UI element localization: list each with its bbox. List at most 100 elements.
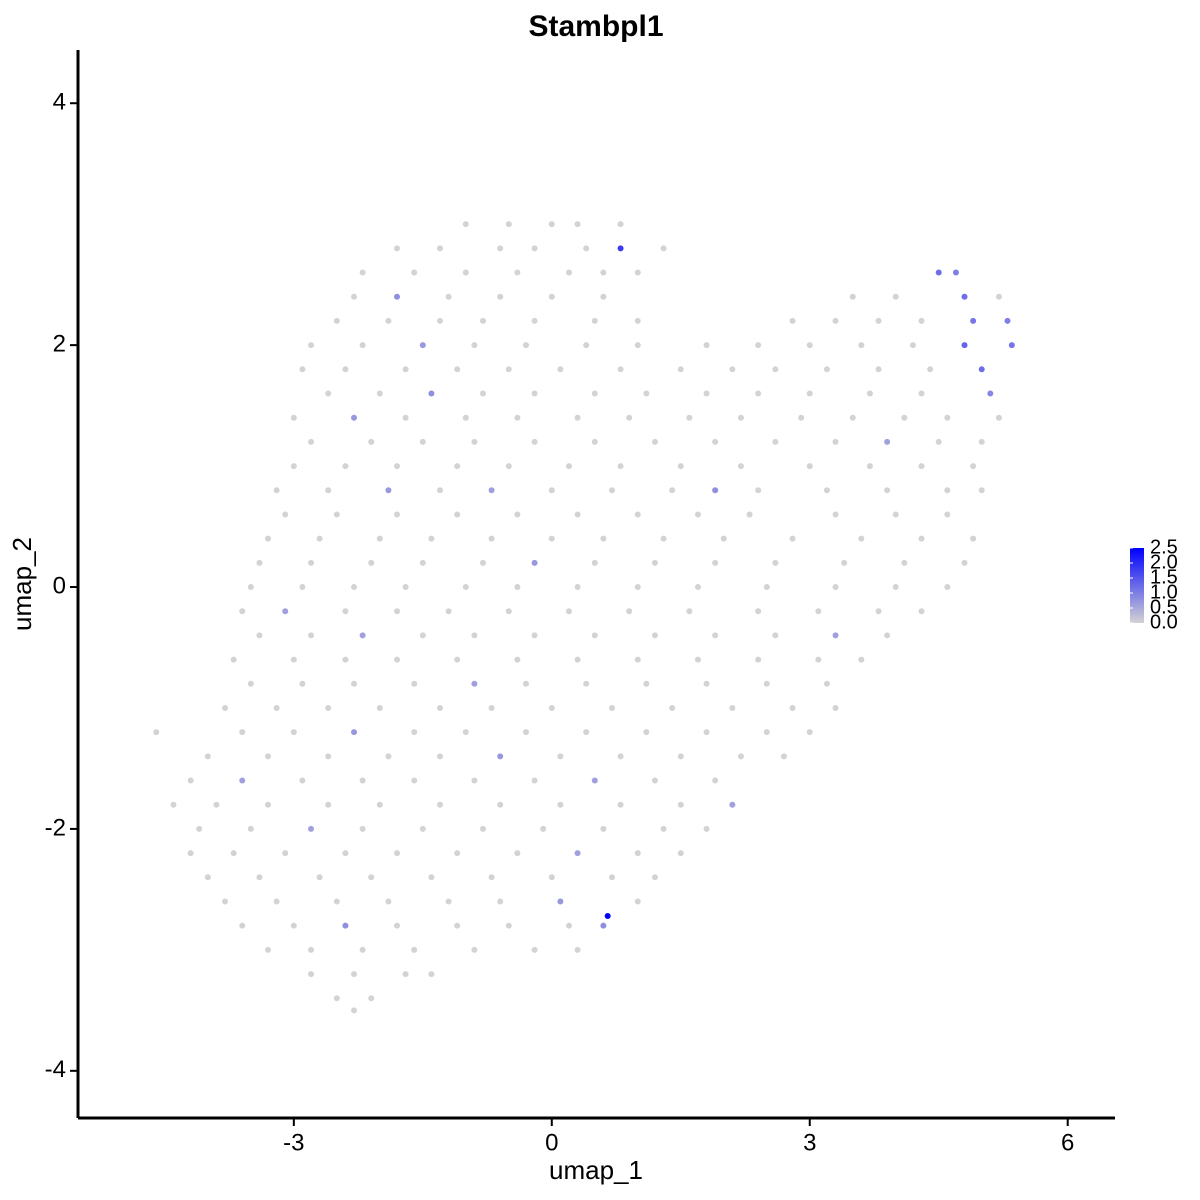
point (419, 632, 426, 639)
point (591, 390, 598, 397)
point (686, 414, 693, 421)
point (608, 487, 615, 494)
point (574, 584, 581, 591)
point (901, 414, 908, 421)
point (385, 753, 392, 760)
y-axis-label: umap_2 (7, 537, 37, 631)
point (531, 946, 538, 953)
point (935, 269, 942, 276)
point (325, 487, 332, 494)
point (273, 704, 280, 711)
point (265, 946, 272, 953)
point (462, 729, 469, 736)
point (772, 366, 779, 373)
point (230, 656, 237, 663)
point (918, 317, 925, 324)
point (299, 680, 306, 687)
point (892, 293, 899, 300)
point (755, 342, 762, 349)
point (376, 801, 383, 808)
point (308, 559, 315, 566)
point (385, 898, 392, 905)
point (832, 511, 839, 518)
point (239, 608, 246, 615)
x-axis-label: umap_1 (549, 1155, 643, 1185)
point (204, 874, 211, 881)
point (548, 704, 555, 711)
point (540, 825, 547, 832)
point (505, 366, 512, 373)
colorbar-tick-label: 1.0 (1150, 581, 1178, 603)
point (884, 438, 891, 445)
point (875, 317, 882, 324)
point (918, 535, 925, 542)
point (892, 511, 899, 518)
point (660, 825, 667, 832)
point (290, 922, 297, 929)
point (703, 825, 710, 832)
point (196, 825, 203, 832)
point (634, 269, 641, 276)
point (918, 608, 925, 615)
x-tick-label: -3 (283, 1129, 304, 1156)
point (703, 342, 710, 349)
point (265, 801, 272, 808)
point (316, 535, 323, 542)
point (789, 317, 796, 324)
point (497, 753, 504, 760)
point (806, 463, 813, 470)
point (230, 850, 237, 857)
point (634, 584, 641, 591)
point (600, 825, 607, 832)
point (531, 632, 538, 639)
point (522, 680, 529, 687)
point (557, 753, 564, 760)
point (617, 221, 624, 228)
point (282, 608, 289, 615)
point (419, 342, 426, 349)
point (419, 825, 426, 832)
point (600, 269, 607, 276)
point (351, 680, 358, 687)
point (841, 559, 848, 566)
point (832, 438, 839, 445)
point (342, 850, 349, 857)
point (755, 656, 762, 663)
point (325, 704, 332, 711)
point (651, 874, 658, 881)
point (548, 221, 555, 228)
point (884, 487, 891, 494)
point (823, 487, 830, 494)
point (514, 584, 521, 591)
point (419, 559, 426, 566)
point (583, 245, 590, 252)
point (901, 559, 908, 566)
point (712, 438, 719, 445)
point (359, 825, 366, 832)
point (256, 559, 263, 566)
point (600, 535, 607, 542)
point (256, 632, 263, 639)
point (591, 777, 598, 784)
point (394, 463, 401, 470)
point (617, 366, 624, 373)
point (531, 438, 538, 445)
point (342, 656, 349, 663)
point (832, 584, 839, 591)
point (256, 874, 263, 881)
point (428, 535, 435, 542)
point (308, 946, 315, 953)
point (789, 535, 796, 542)
point (832, 632, 839, 639)
point (600, 293, 607, 300)
point (282, 511, 289, 518)
point (411, 680, 418, 687)
colorbar-tick-label: 0.0 (1150, 611, 1178, 633)
point (351, 293, 358, 300)
point (669, 704, 676, 711)
point (574, 511, 581, 518)
point (557, 898, 564, 905)
x-tick-label: 0 (545, 1129, 558, 1156)
point (454, 366, 461, 373)
point (557, 801, 564, 808)
